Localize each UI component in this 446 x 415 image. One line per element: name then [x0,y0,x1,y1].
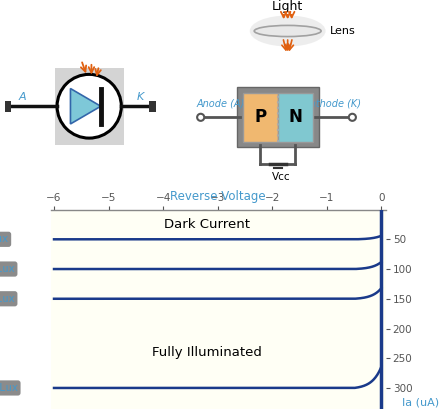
Text: Reverse Voltage: Reverse Voltage [170,190,265,203]
Text: N: N [288,108,302,126]
Ellipse shape [254,25,321,37]
Text: Cathode (K): Cathode (K) [303,98,361,108]
FancyBboxPatch shape [278,93,313,142]
FancyBboxPatch shape [149,101,156,112]
Polygon shape [70,88,101,124]
Text: K: K [136,91,144,102]
Text: Lens: Lens [330,26,356,36]
Ellipse shape [250,15,326,46]
Text: Fully Illuminated: Fully Illuminated [152,346,262,359]
FancyBboxPatch shape [243,93,278,142]
Circle shape [57,74,121,138]
FancyBboxPatch shape [5,101,11,112]
Text: 900 Lux: 900 Lux [0,294,15,304]
FancyBboxPatch shape [237,87,319,147]
Circle shape [349,114,356,121]
Text: Ia (uA): Ia (uA) [402,398,439,408]
Text: 300 Lux: 300 Lux [0,264,15,274]
Text: Light: Light [272,0,303,13]
Text: Vcc: Vcc [272,172,290,182]
Text: 0 Lux: 0 Lux [0,234,8,244]
Text: Anode (A): Anode (A) [197,98,245,108]
Text: 1500 Lux: 1500 Lux [0,383,18,393]
Circle shape [197,114,204,121]
Text: P: P [254,108,267,126]
FancyBboxPatch shape [55,68,124,145]
Text: Dark Current: Dark Current [164,218,250,231]
Text: A: A [18,91,26,102]
